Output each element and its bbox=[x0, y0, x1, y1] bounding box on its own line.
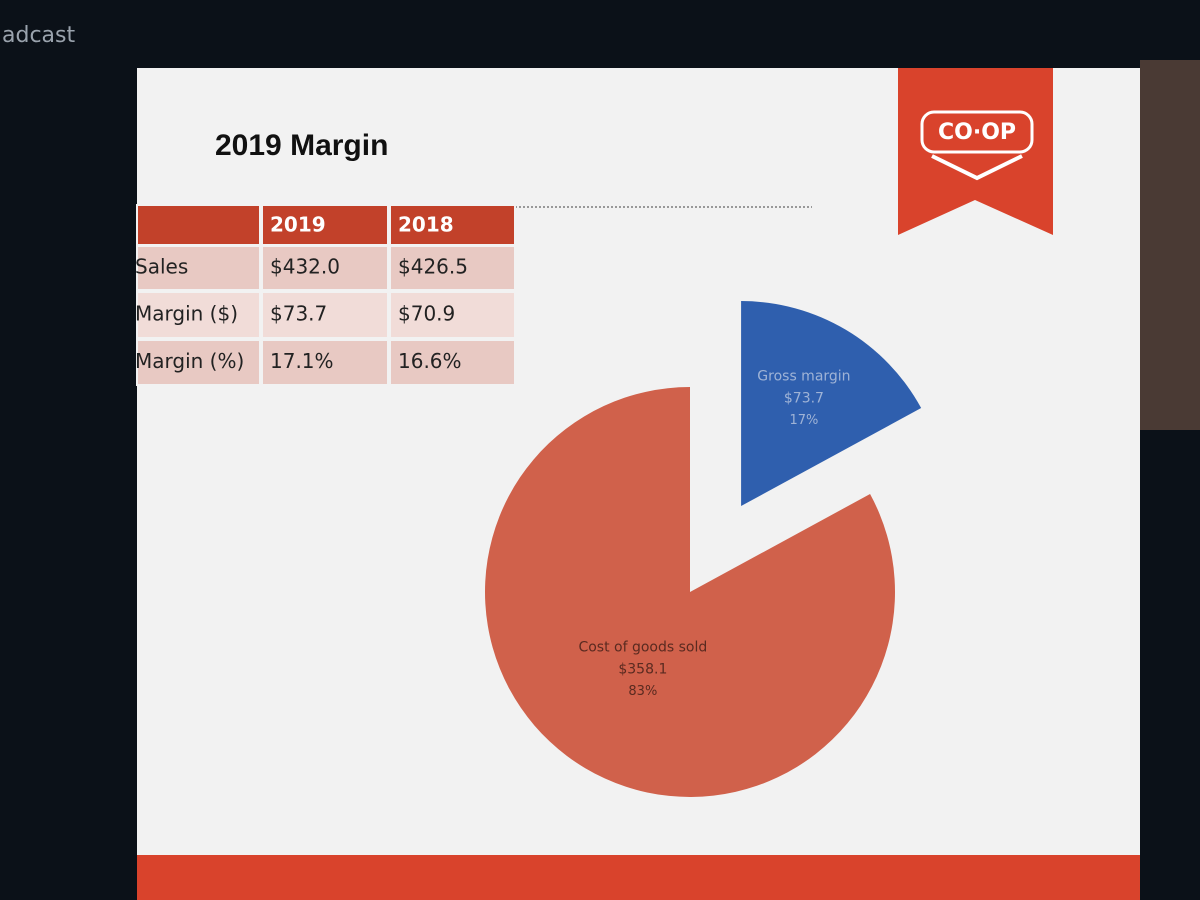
cell-text: Sales bbox=[135, 255, 188, 279]
table-cell bbox=[389, 339, 516, 386]
pie-chart: Gross margin $73.7 17% Cost of goods sold $3… bbox=[484, 301, 922, 797]
header-cell bbox=[389, 204, 516, 246]
table: 2019 2018 Sales $432.0 $426.5 Margin ($) $73.7… bbox=[135, 204, 516, 386]
cell-text: Margin ($) bbox=[135, 302, 238, 326]
side-window bbox=[1140, 60, 1200, 430]
slice-label: Cost of goods sold bbox=[578, 639, 707, 655]
table-cell bbox=[136, 245, 261, 291]
slide-footer-band bbox=[137, 855, 1140, 900]
cell-text: Margin (%) bbox=[135, 349, 244, 373]
logo-chevron bbox=[931, 154, 1023, 181]
table-cell bbox=[261, 339, 389, 386]
cell-text: $426.5 bbox=[398, 255, 468, 279]
pie-slice bbox=[741, 301, 922, 507]
cell-text: 17.1% bbox=[270, 349, 334, 373]
window-title: adcast bbox=[2, 23, 75, 48]
table-cell bbox=[261, 291, 389, 339]
table-cell bbox=[389, 291, 516, 339]
slice-percent-label: 83% bbox=[628, 684, 657, 699]
header-cell bbox=[136, 204, 261, 246]
slide-title: 2019 Margin bbox=[215, 129, 388, 162]
cell-text: $73.7 bbox=[270, 302, 327, 326]
slice-value-label: $73.7 bbox=[784, 390, 824, 406]
cell-text: $70.9 bbox=[398, 302, 455, 326]
table-cell bbox=[261, 245, 389, 291]
logo-frame bbox=[920, 110, 1034, 154]
table-cell bbox=[389, 245, 516, 291]
cell-text: $432.0 bbox=[270, 255, 340, 279]
table-cell bbox=[136, 339, 261, 386]
pie-slice bbox=[484, 387, 895, 797]
header-cell bbox=[261, 204, 389, 246]
table-cell bbox=[136, 291, 261, 339]
logo-text: CO·OP bbox=[938, 120, 1016, 145]
slice-percent-label: 17% bbox=[789, 413, 818, 428]
header-text: 2018 bbox=[398, 213, 454, 237]
slice-value-label: $358.1 bbox=[618, 661, 667, 677]
header-text: 2019 bbox=[270, 213, 326, 237]
slice-label: Gross margin bbox=[757, 368, 850, 384]
cell-text: 16.6% bbox=[398, 349, 462, 373]
